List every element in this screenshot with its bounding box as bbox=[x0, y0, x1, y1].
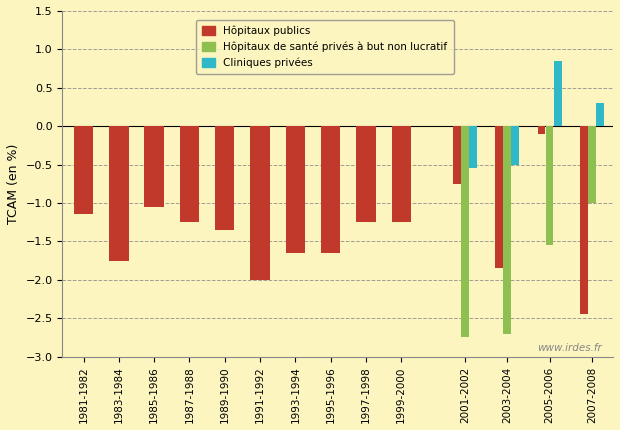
Bar bbox=[109, 126, 128, 261]
Bar bbox=[392, 126, 411, 222]
Bar bbox=[554, 61, 562, 126]
Bar bbox=[74, 126, 93, 215]
Bar bbox=[546, 126, 554, 245]
Bar bbox=[596, 103, 604, 126]
Legend: Hôpitaux publics, Hôpitaux de santé privés à but non lucratif, Cliniques privées: Hôpitaux publics, Hôpitaux de santé priv… bbox=[196, 20, 454, 74]
Bar bbox=[580, 126, 588, 314]
Bar bbox=[453, 126, 461, 184]
Bar bbox=[180, 126, 199, 222]
Bar bbox=[215, 126, 234, 230]
Bar bbox=[144, 126, 164, 207]
Text: www.irdes.fr: www.irdes.fr bbox=[538, 343, 602, 353]
Bar bbox=[538, 126, 545, 134]
Bar bbox=[356, 126, 376, 222]
Bar bbox=[321, 126, 340, 253]
Bar bbox=[512, 126, 519, 165]
Y-axis label: TCAM (en %): TCAM (en %) bbox=[7, 144, 20, 224]
Bar bbox=[495, 126, 503, 268]
Bar bbox=[588, 126, 596, 203]
Bar bbox=[469, 126, 477, 169]
Bar bbox=[461, 126, 469, 338]
Bar bbox=[250, 126, 270, 280]
Bar bbox=[286, 126, 305, 253]
Bar bbox=[503, 126, 511, 334]
